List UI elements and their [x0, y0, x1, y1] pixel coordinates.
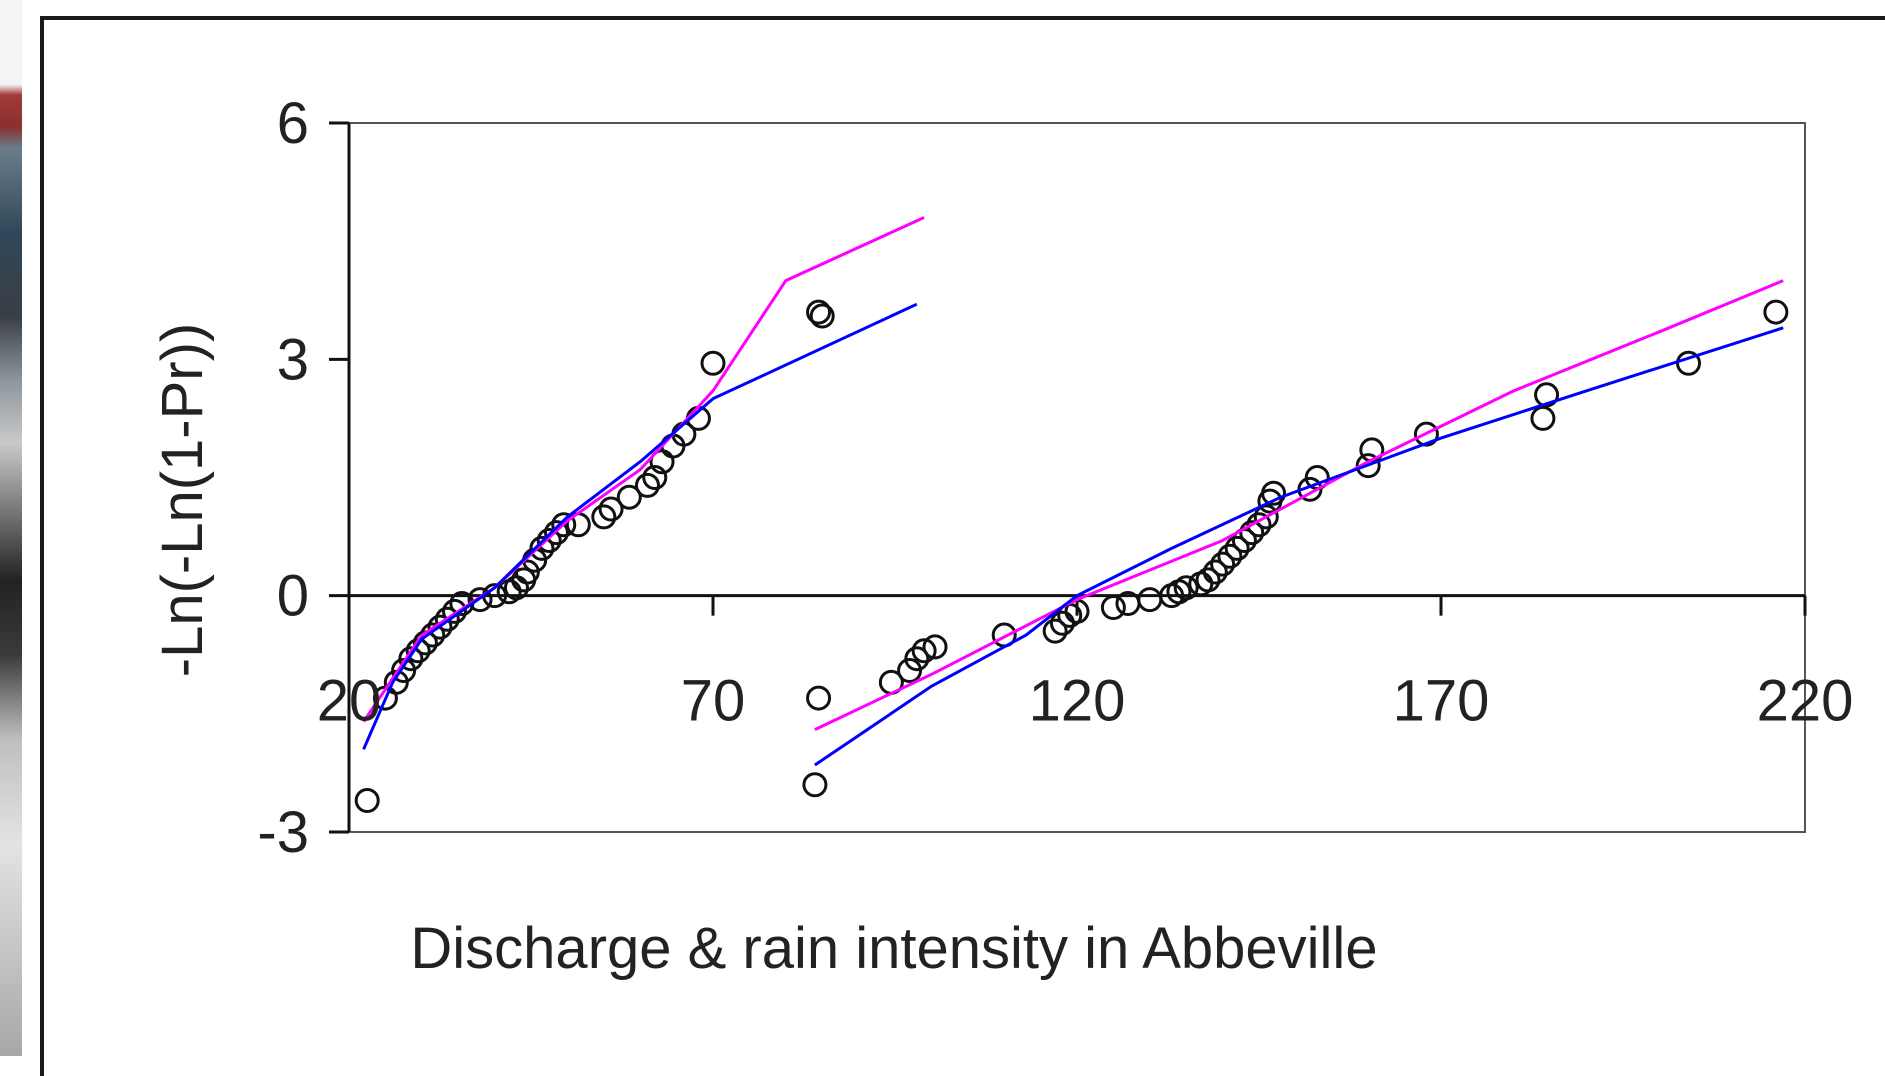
x-tick-label: 170: [1393, 669, 1490, 734]
data-point: [1763, 299, 1789, 325]
data-point: [551, 512, 577, 538]
data-point: [904, 646, 930, 672]
data-point: [1253, 504, 1279, 530]
marks-layer: [354, 216, 1789, 813]
y-tick-label: 6: [277, 91, 309, 156]
fit-line-5: [814, 279, 1784, 731]
data-point: [442, 598, 468, 624]
x-tick-label: 70: [681, 669, 746, 734]
data-point: [1224, 535, 1250, 561]
data-point: [354, 787, 380, 813]
data-point: [1195, 567, 1221, 593]
data-point: [591, 504, 617, 530]
data-point: [1261, 480, 1287, 506]
y-axis-title: -Ln(-Ln(1-Pr)): [150, 323, 215, 678]
data-point: [398, 646, 424, 672]
data-point: [1137, 587, 1163, 613]
data-point: [1202, 559, 1228, 585]
x-tick-label: 120: [1029, 669, 1126, 734]
data-point: [634, 472, 660, 498]
background-photo-strip: [0, 0, 22, 1056]
data-point: [1100, 594, 1126, 620]
data-point: [1534, 382, 1560, 408]
data-point: [467, 587, 493, 613]
data-point: [616, 484, 642, 510]
data-point: [642, 465, 668, 490]
data-point: [598, 496, 624, 522]
data-point: [1246, 512, 1272, 538]
tick-labels-layer: -3 0 3 6 20 70 120 170 220: [257, 91, 1853, 865]
data-point: [1355, 453, 1381, 479]
y-tick-label: -3: [257, 800, 309, 865]
data-point: [700, 350, 726, 376]
x-tick-label: 20: [317, 669, 382, 734]
data-point: [1413, 421, 1439, 447]
fit-line-3: [362, 216, 925, 723]
scatter-chart: -3 0 3 6 20 70 120 170 220 Discharge & rain inte…: [150, 91, 1853, 981]
data-point: [1173, 575, 1199, 601]
data-point: [806, 685, 832, 711]
data-point: [1530, 405, 1556, 431]
y-tick-label: 3: [277, 327, 309, 392]
y-tick-label: 0: [277, 564, 309, 629]
data-point: [1676, 350, 1702, 376]
data-point: [543, 520, 569, 546]
data-point: [427, 614, 453, 640]
x-axis-title: Discharge & rain intensity in Abbeville: [410, 916, 1377, 981]
data-point: [1217, 543, 1243, 569]
data-point: [911, 638, 937, 664]
data-point: [1042, 618, 1068, 644]
chart-frame: -3 0 3 6 20 70 120 170 220 Discharge & rain inte…: [40, 16, 1885, 1076]
data-point: [922, 634, 948, 660]
data-point: [1239, 520, 1265, 546]
fit-line-4: [362, 302, 918, 750]
data-point: [802, 772, 828, 798]
data-point: [1210, 551, 1236, 577]
data-point: [434, 606, 460, 632]
data-point: [529, 535, 555, 561]
data-point: [809, 303, 835, 329]
x-tick-label: 220: [1757, 669, 1854, 734]
axes-layer: [329, 121, 1807, 834]
data-point: [806, 299, 832, 325]
fit-line-6: [814, 326, 1784, 767]
data-point: [536, 528, 562, 554]
